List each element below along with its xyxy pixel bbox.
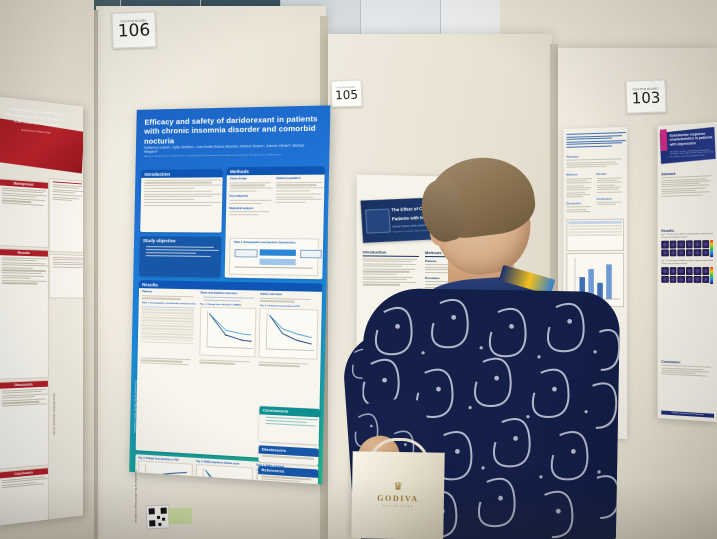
poster-106-section-study-objective: Study objective <box>139 236 222 278</box>
poster-106-subhead-study-design: Study design <box>229 177 247 181</box>
poster-106-heading-introduction: Introduction <box>141 169 223 178</box>
poster-106-figure-2 <box>258 307 319 360</box>
poster-106-subhead-sleep-outcomes: Sleep and daytime outcomes <box>200 291 238 296</box>
poster-106-figure-caption-design: Table 1. Demographics and baseline chara… <box>233 240 296 245</box>
poster-103-footer: Contact: Department of Psychiatry <box>661 410 715 418</box>
colorbar-icon <box>710 240 713 258</box>
poster-106-table1-caption: Table 1. Demographics and baseline chara… <box>141 301 196 306</box>
board-divider-left <box>92 10 98 539</box>
plaque-105: POSTER BOARD 105 <box>330 79 363 108</box>
poster-107-section-discussion: Discussion <box>0 379 49 470</box>
plaque-103-number: 103 <box>631 88 661 107</box>
poster-106-section-conclusions: Conclusions <box>258 406 320 445</box>
poster-103-accent-bar <box>659 129 668 152</box>
poster-103-title: Esketamine response characteristics in p… <box>670 131 714 147</box>
plaque-103: POSTER BOARD 103 <box>625 79 667 114</box>
floor-shadow <box>0 479 717 539</box>
poster-107-section-results: Results <box>0 248 49 380</box>
poster-107-footer: Sleep Medicine Research Center <box>52 393 57 436</box>
poster-106-affiliations: ¹Advanced Sleep Research GmbH, Berlin, G… <box>143 154 282 158</box>
poster-106-heading-conclusions: Conclusions <box>259 406 320 418</box>
poster-106-subhead-safety: Safety outcomes <box>260 292 283 297</box>
poster-107-section-method <box>48 178 83 254</box>
poster-107-section-background: Background <box>0 178 49 248</box>
poster-107-table <box>48 253 83 299</box>
poster-106-subhead-stats: Statistical analysis <box>229 206 254 210</box>
colorbar-icon-2 <box>710 267 713 285</box>
poster-106-subhead-endpoints: Key endpoints <box>229 194 249 198</box>
poster-106-title: Efficacy and safety of daridorexant in p… <box>143 114 318 146</box>
plaque-105-number: 105 <box>334 87 359 102</box>
poster-103-fig1-caption: Fig 1. The changes of ALFF in patients b… <box>661 233 713 239</box>
poster-106-section-methods: Methods Study design Key endpoints Stati… <box>224 166 325 280</box>
poster-103-brain-figure-1 <box>661 240 714 258</box>
plaque-106: POSTER BOARD 106 <box>111 11 157 49</box>
poster-107-heading-results: Results <box>0 249 48 257</box>
poster-103-title-line-3: with depression <box>669 141 696 147</box>
poster-107[interactable]: Validation of the Cutoff Score Determina… <box>0 96 83 526</box>
poster-106-section-introduction: Introduction <box>140 169 223 233</box>
poster-106-subhead-patients: Patients <box>141 290 153 294</box>
poster-106-figure-1 <box>198 306 257 358</box>
poster-106-side-note: Presented at the World Sleep Congress <box>134 470 138 523</box>
poster-106-table-1 <box>140 305 194 345</box>
poster-106-authors: Katharina Lederer¹, Sylke Shuffner², Jos… <box>143 143 305 155</box>
poster-103-fig2-caption: Fig 2. The changes of ReHo in patients b… <box>661 260 713 265</box>
poster-103-brain-figure-2 <box>661 267 714 285</box>
poster-107-heading-discussion: Discussion <box>0 380 48 389</box>
plaque-106-number: 106 <box>117 20 151 42</box>
poster-106-subhead-population: Patient population <box>276 176 301 181</box>
poster-106[interactable]: Efficacy and safety of daridorexant in p… <box>129 105 331 485</box>
poster-106-heading-study-objective: Study objective <box>142 237 176 243</box>
poster-103[interactable]: Esketamine response characteristics in p… <box>657 122 717 422</box>
